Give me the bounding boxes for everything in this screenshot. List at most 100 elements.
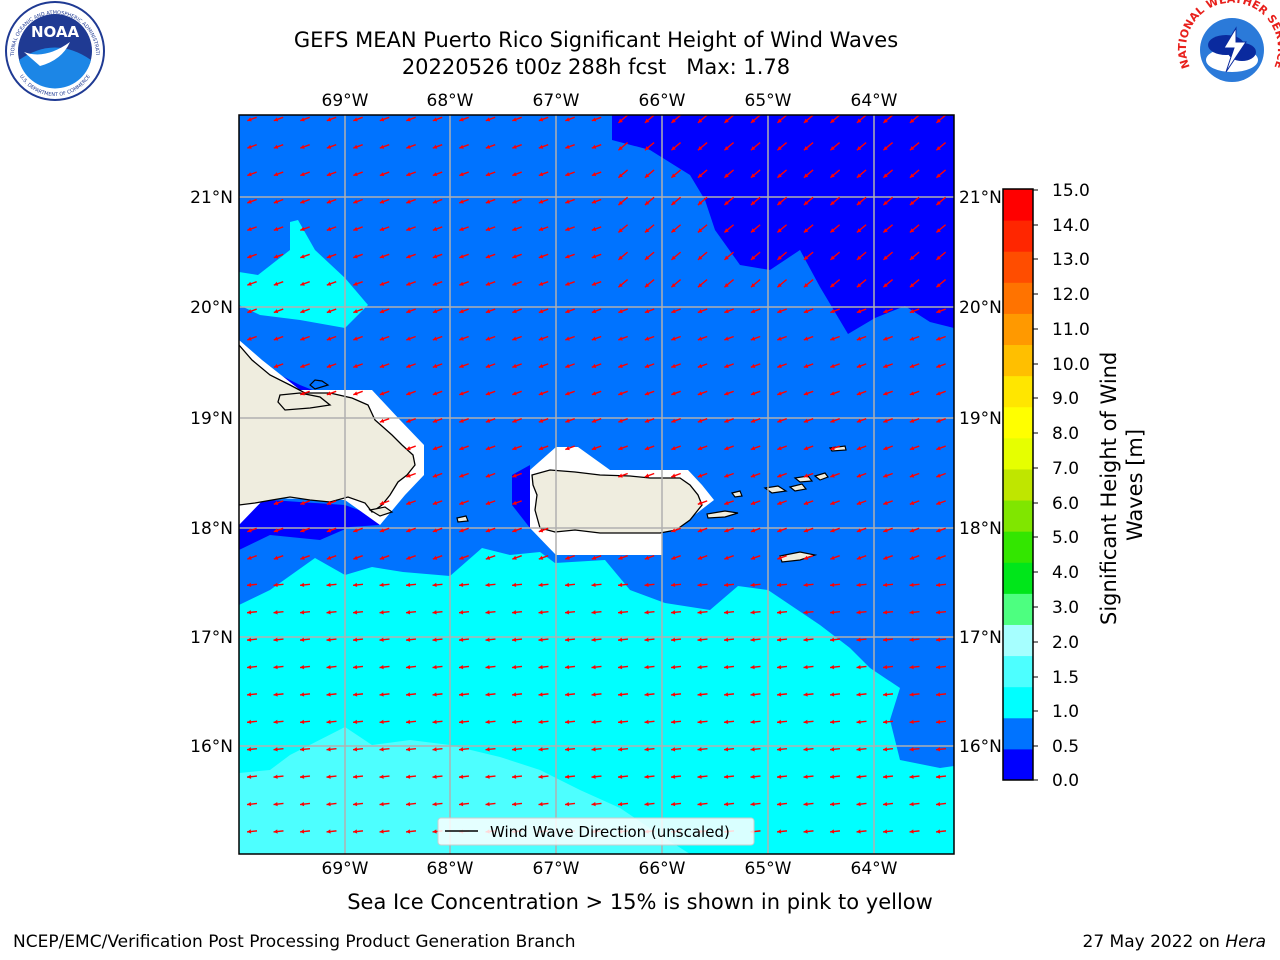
wind-wave-arrowhead bbox=[883, 173, 888, 178]
wind-wave-arrowhead bbox=[432, 610, 437, 615]
wind-wave-arrowhead bbox=[485, 692, 490, 697]
colorbar-tick-label: 1.0 bbox=[1052, 702, 1079, 722]
wind-wave-arrowhead bbox=[856, 829, 861, 834]
wind-wave-arrowhead bbox=[406, 363, 411, 368]
wind-wave-arrowhead bbox=[750, 582, 755, 588]
wind-wave-arrowhead bbox=[856, 610, 861, 615]
wind-wave-arrowhead bbox=[247, 336, 252, 341]
wind-wave-arrowhead bbox=[830, 610, 835, 615]
wind-wave-arrowhead bbox=[538, 555, 544, 560]
wind-wave-arrowhead bbox=[936, 418, 941, 423]
wind-wave-arrowhead bbox=[538, 610, 543, 615]
wind-wave-arrowhead bbox=[565, 747, 570, 752]
wave-height-fill-1.0-1.5-northwest bbox=[239, 220, 368, 328]
wind-wave-arrowhead bbox=[565, 144, 570, 149]
wind-wave-arrowhead bbox=[459, 747, 464, 752]
wind-wave-arrowhead bbox=[777, 228, 782, 233]
wind-wave-arrowhead bbox=[803, 555, 809, 560]
wind-wave-arrowhead bbox=[300, 391, 305, 396]
wind-wave-arrowhead bbox=[512, 747, 517, 752]
colorbar-tick-label: 9.0 bbox=[1052, 389, 1079, 409]
wind-wave-arrowhead bbox=[671, 418, 676, 423]
wind-wave-arrowhead bbox=[909, 146, 915, 151]
wind-wave-arrowhead bbox=[909, 173, 915, 178]
wind-wave-arrowhead bbox=[512, 500, 517, 505]
wind-wave-arrowhead bbox=[724, 309, 729, 314]
wind-wave-arrowhead bbox=[353, 226, 358, 231]
wind-wave-arrowhead bbox=[432, 418, 438, 423]
wind-wave-arrowhead bbox=[406, 692, 411, 697]
wind-wave-arrowhead bbox=[459, 144, 464, 149]
wind-wave-arrowhead bbox=[591, 199, 597, 204]
wind-wave-arrowhead bbox=[777, 500, 782, 505]
wind-wave-arrowhead bbox=[724, 228, 729, 233]
wind-wave-arrowhead bbox=[512, 281, 517, 286]
legend-label: Wind Wave Direction (unscaled) bbox=[490, 823, 730, 841]
wind-wave-arrowhead bbox=[379, 281, 385, 286]
wind-wave-arrowhead bbox=[565, 582, 570, 588]
wind-wave-arrowhead bbox=[856, 582, 861, 588]
wind-wave-arrowhead bbox=[300, 199, 305, 204]
wind-wave-arrowhead bbox=[750, 228, 756, 233]
wind-wave-arrowhead bbox=[406, 336, 411, 341]
wind-wave-arrowhead bbox=[485, 582, 490, 588]
wind-wave-arrowhead bbox=[618, 473, 623, 478]
wind-wave-arrowhead bbox=[538, 254, 544, 259]
wind-wave-arrowhead bbox=[512, 117, 517, 122]
wind-wave-arrowhead bbox=[671, 528, 676, 533]
wind-wave-arrowhead bbox=[591, 801, 596, 807]
wind-wave-arrowhead bbox=[379, 692, 384, 697]
wind-wave-arrowhead bbox=[565, 172, 570, 177]
wind-wave-arrowhead bbox=[591, 446, 597, 451]
wind-wave-arrowhead bbox=[538, 719, 543, 725]
wind-wave-arrowhead bbox=[432, 117, 438, 122]
wind-wave-arrowhead bbox=[512, 336, 517, 341]
wind-wave-arrowhead bbox=[565, 226, 570, 231]
wind-wave-arrowhead bbox=[936, 309, 941, 314]
wind-wave-arrowhead bbox=[300, 692, 305, 697]
wind-wave-arrowhead bbox=[432, 801, 437, 807]
wind-wave-arrowhead bbox=[353, 309, 358, 314]
wind-wave-arrowhead bbox=[856, 446, 862, 451]
wind-wave-arrowhead bbox=[406, 199, 411, 204]
wind-wave-arrowhead bbox=[724, 719, 729, 725]
wind-wave-arrowhead bbox=[406, 719, 411, 725]
wind-wave-arrowhead bbox=[936, 528, 941, 533]
wind-wave-arrowhead bbox=[432, 172, 438, 177]
wind-wave-arrowhead bbox=[565, 446, 570, 451]
wind-wave-arrowhead bbox=[618, 173, 623, 178]
wind-wave-arrowhead bbox=[379, 719, 384, 725]
wind-wave-arrowhead bbox=[512, 309, 517, 314]
wind-wave-arrowhead bbox=[247, 582, 252, 588]
wind-wave-arrowhead bbox=[830, 473, 835, 478]
wind-wave-arrowhead bbox=[856, 692, 861, 697]
wind-wave-arrowhead bbox=[326, 199, 332, 204]
wind-wave-arrowhead bbox=[300, 528, 305, 533]
wind-wave-arrowhead bbox=[485, 144, 491, 149]
wind-wave-arrowhead bbox=[697, 391, 703, 396]
wind-wave-arrowhead bbox=[538, 774, 543, 779]
wind-wave-arrowhead bbox=[909, 500, 915, 505]
noaa-logo: NOAA NATIONAL OCEANIC AND ATMOSPHERIC AD… bbox=[0, 0, 105, 101]
wind-wave-arrowhead bbox=[777, 146, 782, 151]
wind-wave-arrowhead bbox=[565, 774, 570, 779]
wind-wave-arrowhead bbox=[326, 774, 331, 779]
wind-wave-arrowhead bbox=[697, 774, 702, 779]
wind-wave-arrowhead bbox=[459, 664, 464, 670]
wind-wave-arrowhead bbox=[565, 309, 570, 314]
wind-wave-arrowhead bbox=[883, 637, 888, 642]
wind-wave-arrowhead bbox=[512, 637, 517, 642]
wind-wave-arrowhead bbox=[936, 692, 941, 697]
lat-label-right: 17°N bbox=[959, 628, 1002, 648]
wind-wave-arrowhead bbox=[538, 637, 543, 642]
wind-wave-arrowhead bbox=[644, 473, 650, 478]
wind-wave-arrowhead bbox=[459, 473, 464, 478]
wind-wave-arrowhead bbox=[591, 117, 597, 122]
wind-wave-arrowhead bbox=[353, 254, 358, 259]
wind-wave-arrowhead bbox=[909, 555, 915, 560]
wind-wave-arrowhead bbox=[432, 254, 438, 259]
colorbar-segment bbox=[1003, 531, 1033, 563]
wind-wave-arrowhead bbox=[909, 719, 914, 725]
wind-wave-arrowhead bbox=[618, 719, 623, 725]
wind-wave-arrowhead bbox=[565, 692, 570, 697]
